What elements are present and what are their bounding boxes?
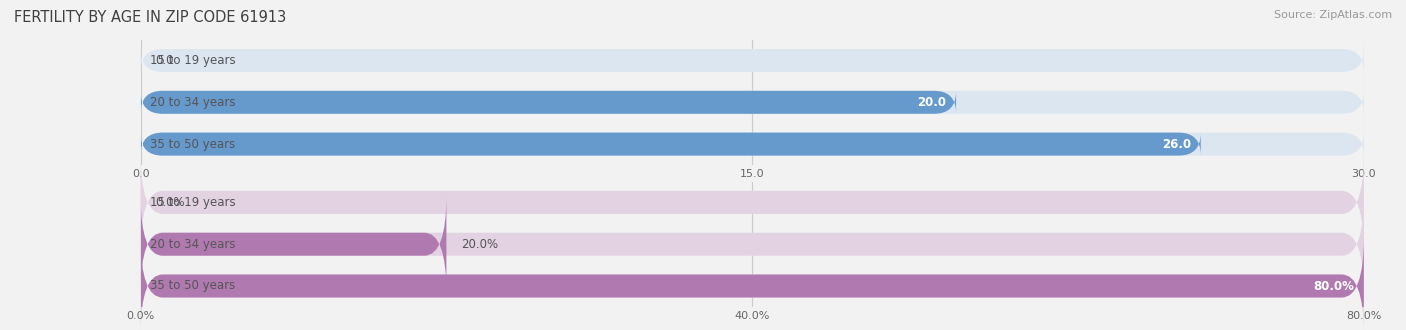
Text: 35 to 50 years: 35 to 50 years <box>150 138 236 150</box>
FancyBboxPatch shape <box>141 195 447 293</box>
Text: 20 to 34 years: 20 to 34 years <box>150 238 236 251</box>
Text: 15 to 19 years: 15 to 19 years <box>150 196 236 209</box>
Text: 80.0%: 80.0% <box>1313 280 1354 292</box>
FancyBboxPatch shape <box>141 133 1201 156</box>
Text: 20.0: 20.0 <box>917 96 946 109</box>
FancyBboxPatch shape <box>141 91 1364 114</box>
Text: 20 to 34 years: 20 to 34 years <box>150 96 236 109</box>
FancyBboxPatch shape <box>141 195 1364 293</box>
Text: 15 to 19 years: 15 to 19 years <box>150 54 236 67</box>
FancyBboxPatch shape <box>141 237 1364 330</box>
FancyBboxPatch shape <box>141 237 1364 330</box>
FancyBboxPatch shape <box>141 91 956 114</box>
Text: 0.0%: 0.0% <box>155 196 186 209</box>
Text: 35 to 50 years: 35 to 50 years <box>150 280 236 292</box>
Text: 26.0: 26.0 <box>1161 138 1191 150</box>
Text: 0.0: 0.0 <box>155 54 174 67</box>
FancyBboxPatch shape <box>141 154 1364 251</box>
Text: FERTILITY BY AGE IN ZIP CODE 61913: FERTILITY BY AGE IN ZIP CODE 61913 <box>14 10 287 25</box>
Text: Source: ZipAtlas.com: Source: ZipAtlas.com <box>1274 10 1392 20</box>
FancyBboxPatch shape <box>141 133 1364 156</box>
Text: 20.0%: 20.0% <box>461 238 498 251</box>
FancyBboxPatch shape <box>141 49 1364 72</box>
